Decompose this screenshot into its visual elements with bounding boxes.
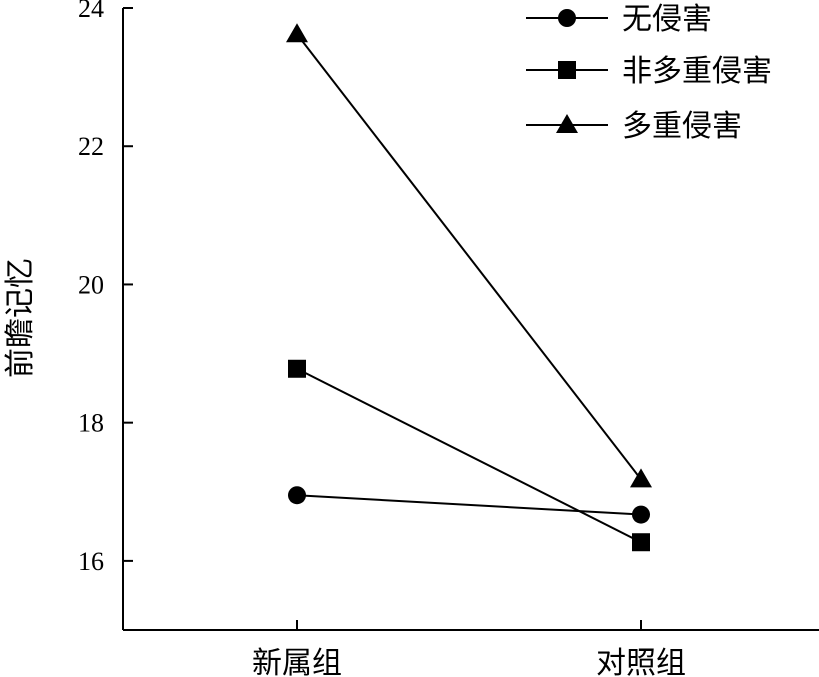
legend-item: 多重侵害: [526, 109, 742, 144]
series-triangle: [286, 23, 652, 488]
data-point-circle: [632, 505, 650, 524]
y-tick-label: 20: [78, 270, 104, 299]
y-tick-label: 22: [78, 132, 104, 161]
y-tick-label: 18: [78, 409, 104, 438]
data-point-triangle: [630, 468, 652, 488]
axes: [122, 8, 819, 631]
legend-item: 无侵害: [526, 2, 712, 37]
y-tick-label: 16: [78, 547, 104, 576]
y-axis-label: 前瞻记忆: [3, 258, 38, 378]
legend-marker-triangle: [556, 114, 578, 133]
series-line: [296, 494, 642, 516]
legend-marker-circle: [558, 9, 576, 27]
y-ticks: 16 18 20 22 24: [78, 0, 133, 576]
legend-item: 非多重侵害: [526, 54, 772, 89]
x-ticks: 新属组 对照组: [252, 620, 686, 677]
data-point-triangle: [286, 23, 308, 43]
series-line: [296, 33, 642, 480]
x-category-label: 新属组: [252, 646, 342, 677]
y-tick-label: 24: [78, 0, 104, 23]
series-square: [288, 359, 650, 552]
series-line: [296, 367, 642, 544]
series-layer: [286, 23, 652, 552]
data-point-square: [288, 359, 306, 378]
legend-label: 非多重侵害: [622, 54, 772, 89]
legend-label: 多重侵害: [622, 109, 742, 144]
legend-marker-square: [558, 61, 576, 79]
x-category-label: 对照组: [596, 646, 686, 677]
data-point-square: [632, 533, 650, 552]
legend-label: 无侵害: [622, 2, 712, 37]
data-point-circle: [288, 486, 306, 505]
series-circle: [288, 486, 650, 524]
